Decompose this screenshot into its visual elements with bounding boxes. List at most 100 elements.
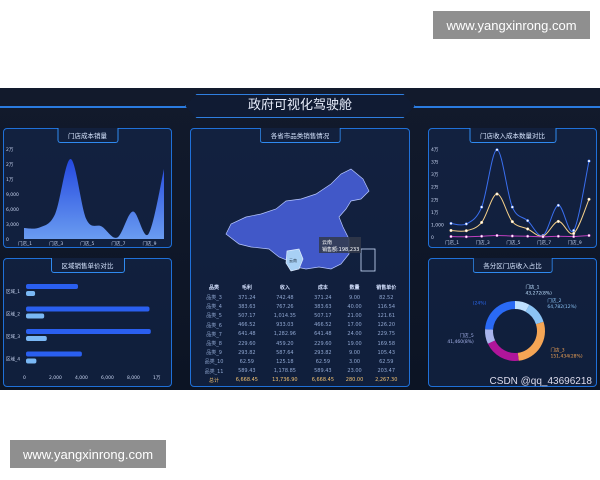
table-row: 品类_9 293.82 587.64 293.82 9.00 105.43: [199, 348, 404, 357]
line-series: [450, 149, 590, 237]
table-cell: 293.82: [238, 349, 256, 356]
y-tick-label: 1万: [6, 177, 14, 183]
data-point: [495, 148, 499, 152]
donut-slice: [525, 304, 544, 325]
y-tick-label: 0: [431, 235, 434, 241]
x-tick-label: 2,000: [49, 375, 62, 381]
table-cell: 587.64: [276, 349, 294, 356]
column-header[interactable]: 收入: [279, 284, 290, 291]
y-tick-label: 1,000: [431, 222, 444, 228]
column-header[interactable]: 成本: [317, 284, 328, 291]
header-line-left: [0, 106, 190, 108]
y-category-label: 区域_2: [6, 311, 20, 318]
data-point: [449, 221, 453, 225]
table-cell: 589.43: [238, 368, 256, 375]
data-point: [495, 233, 499, 238]
x-tick-label: 门店_7: [111, 240, 125, 246]
table-header: 品类 毛利 收入 成本 数量 销售单价: [199, 281, 404, 293]
table-cell: 9.00: [348, 349, 361, 356]
data-point: [449, 228, 453, 233]
table-cell: 466.52: [238, 322, 256, 329]
y-tick-label: 1万: [431, 210, 439, 216]
table-cell: 169.58: [377, 340, 396, 347]
data-point: [556, 219, 560, 223]
x-tick-label: 门店_7: [537, 239, 551, 246]
table-cell: 24.00: [347, 331, 362, 338]
panel-title: 门店收入成本数量对比: [469, 128, 556, 143]
table-row: 品类_10 62.59 125.18 62.59 3.00 62.59: [199, 357, 404, 366]
south-sea-inset: [360, 248, 376, 272]
category-table: 品类 毛利 收入 成本 数量 销售单价 品类_3 371.24 742.48 371.24 9.0…: [199, 281, 404, 385]
data-point: [572, 231, 576, 236]
y-tick-label: 0: [6, 237, 9, 243]
table-cell: 23.00: [347, 368, 362, 375]
data-point: [572, 228, 576, 233]
table-cell: 293.82: [314, 349, 332, 356]
y-tick-label: 3万: [431, 172, 439, 178]
slice-value: (24%): [473, 300, 487, 306]
table-cell: 121.61: [377, 312, 396, 319]
donut-slice: [515, 301, 530, 312]
table-cell: 589.43: [314, 368, 332, 375]
y-tick-label: 2万: [6, 162, 14, 168]
table-row: 品类_6 466.52 933.03 466.52 17.00 126.20: [199, 321, 404, 330]
table-cell: 品类_10: [204, 359, 224, 366]
data-point: [510, 220, 514, 224]
column-header[interactable]: 品类: [209, 284, 220, 291]
data-point: [587, 197, 591, 201]
table-cell: 116.54: [377, 303, 396, 310]
data-point: [464, 235, 468, 239]
x-tick-label: 门店_9: [568, 239, 582, 246]
data-point: [449, 234, 453, 239]
table-cell: 641.48: [314, 331, 332, 338]
data-point: [464, 222, 468, 226]
column-header[interactable]: 销售单价: [376, 284, 397, 291]
table-cell: 229.75: [377, 331, 396, 338]
x-tick-label: 门店_1: [18, 240, 32, 246]
data-point: [572, 234, 576, 239]
table-row: 品类_3 371.24 742.48 371.24 9.00 82.52: [199, 293, 404, 302]
data-point: [526, 234, 530, 238]
table-cell: 1,178.85: [273, 368, 296, 375]
x-tick-label: 4,000: [75, 375, 88, 381]
bar: [26, 358, 37, 364]
table-total-row: 总计 6,668.45 13,736.90 6,668.45 280.00 2,267.3…: [199, 376, 404, 385]
y-tick-label: 2万: [431, 185, 439, 191]
bar: [26, 351, 82, 357]
data-point: [480, 205, 484, 209]
data-point: [464, 229, 468, 233]
table-cell: 203.47: [377, 368, 396, 375]
table-cell: 9.00: [348, 294, 361, 301]
panel-line-chart: 门店收入成本数量对比 0 1,000 1万 2万 2万 3万 3万 4万 门店_1 门店_3 门店_…: [428, 128, 597, 248]
table-cell: 品类_5: [206, 313, 222, 320]
table-cell: 品类_9: [206, 350, 222, 357]
table-cell: 105.43: [377, 349, 396, 356]
y-category-label: 区域_1: [6, 288, 20, 295]
table-row: 品类_5 507.17 1,014.35 507.17 21.00 121.61: [199, 311, 404, 320]
map-region-yunnan[interactable]: [285, 248, 304, 272]
x-tick-label: 门店_9: [142, 240, 156, 246]
table-cell: 466.52: [314, 322, 332, 329]
bar: [26, 313, 45, 319]
table-cell: 125.18: [276, 358, 294, 365]
bar: [26, 336, 47, 341]
y-category-label: 区域_4: [6, 356, 20, 363]
x-tick-label: 门店_3: [476, 239, 490, 246]
table-cell: 1,014.35: [273, 312, 296, 319]
table-cell: 371.24: [238, 294, 256, 301]
panel-title: 门店成本销量: [57, 128, 118, 143]
line-series: [450, 234, 590, 238]
data-point: [510, 234, 514, 238]
column-header[interactable]: 数量: [349, 284, 360, 291]
x-tick-label: 门店_5: [506, 239, 520, 246]
column-header[interactable]: 毛利: [241, 284, 252, 291]
table-cell: 126.20: [377, 322, 396, 329]
data-point: [480, 220, 484, 224]
header-line-right: [410, 106, 600, 108]
csdn-watermark: CSDN @qq_43696218: [489, 376, 592, 387]
y-tick-label: 3万: [431, 160, 439, 166]
china-map[interactable]: 云南 销售额:198,233 云南: [191, 129, 409, 279]
data-point: [587, 159, 591, 163]
panel-title: 区域销售单价对比: [50, 258, 125, 273]
